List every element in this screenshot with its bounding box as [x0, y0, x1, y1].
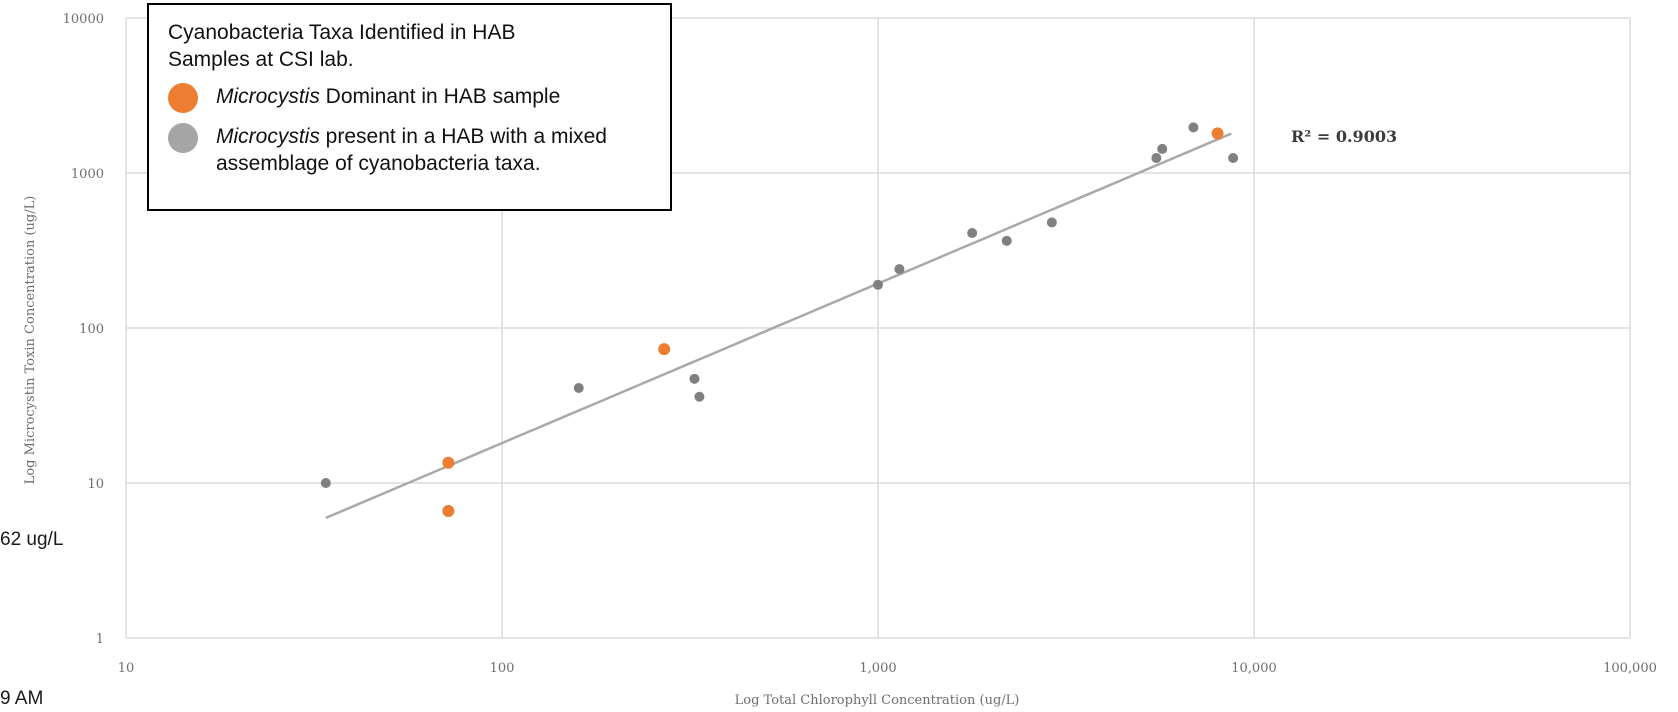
clipped-time-text: 9 AM	[0, 688, 44, 709]
data-points	[320, 122, 1239, 517]
legend-entry-label: Microcystis present in a HAB with a mixe…	[216, 125, 607, 175]
r-squared-annotation: R² = 0.9003	[1291, 127, 1397, 146]
point-microcystis-mixed	[320, 478, 331, 488]
point-microcystis-dominant	[1211, 127, 1224, 140]
tick-labels: 10 100 1,000 10,000 100,000 1 10 100 1000 10000	[63, 12, 1657, 676]
point-microcystis-mixed	[1151, 152, 1162, 163]
y-axis-label: Log Microcystin Toxin Concentration (ug/…	[23, 196, 38, 485]
x-tick-label: 1,000	[859, 661, 896, 676]
x-tick-label: 100,000	[1603, 661, 1657, 676]
y-tick-label: 10000	[63, 12, 104, 27]
legend-entry-mixed: Microcystis present in a HAB with a mixe…	[168, 123, 670, 177]
legend: Cyanobacteria Taxa Identified in HAB Sam…	[147, 3, 672, 211]
grid-lines	[125, 17, 1631, 639]
point-microcystis-dominant	[442, 456, 455, 469]
clipped-value-text: 62 ug/L	[0, 529, 64, 550]
point-microcystis-dominant	[658, 343, 671, 356]
orange-marker-icon	[168, 83, 198, 113]
point-microcystis-dominant	[442, 504, 455, 517]
point-microcystis-mixed	[1001, 235, 1012, 246]
point-microcystis-mixed	[1228, 152, 1239, 163]
x-tick-label: 100	[490, 661, 515, 676]
point-microcystis-mixed	[1157, 143, 1168, 154]
y-tick-label: 1	[96, 632, 104, 647]
y-tick-label: 100	[79, 322, 104, 337]
y-tick-label: 1000	[71, 167, 104, 182]
legend-title: Cyanobacteria Taxa Identified in HAB Sam…	[168, 21, 516, 71]
trendline	[325, 132, 1232, 520]
point-microcystis-mixed	[1046, 217, 1057, 228]
point-microcystis-mixed	[967, 228, 978, 239]
legend-entry-label: Microcystis Dominant in HAB sample	[216, 85, 561, 108]
x-axis-label: Log Total Chlorophyll Concentration (ug/…	[735, 693, 1020, 708]
point-microcystis-mixed	[1188, 122, 1199, 133]
point-microcystis-mixed	[873, 279, 883, 290]
point-microcystis-mixed	[573, 383, 584, 394]
point-microcystis-mixed	[689, 373, 700, 384]
legend-entry-dominant: Microcystis Dominant in HAB sample	[168, 83, 670, 113]
point-microcystis-mixed	[894, 264, 905, 275]
x-tick-label: 10,000	[1231, 661, 1277, 676]
gray-marker-icon	[168, 123, 198, 153]
point-microcystis-mixed	[694, 391, 705, 402]
x-tick-label: 10	[118, 661, 135, 676]
y-tick-label: 10	[87, 477, 104, 492]
